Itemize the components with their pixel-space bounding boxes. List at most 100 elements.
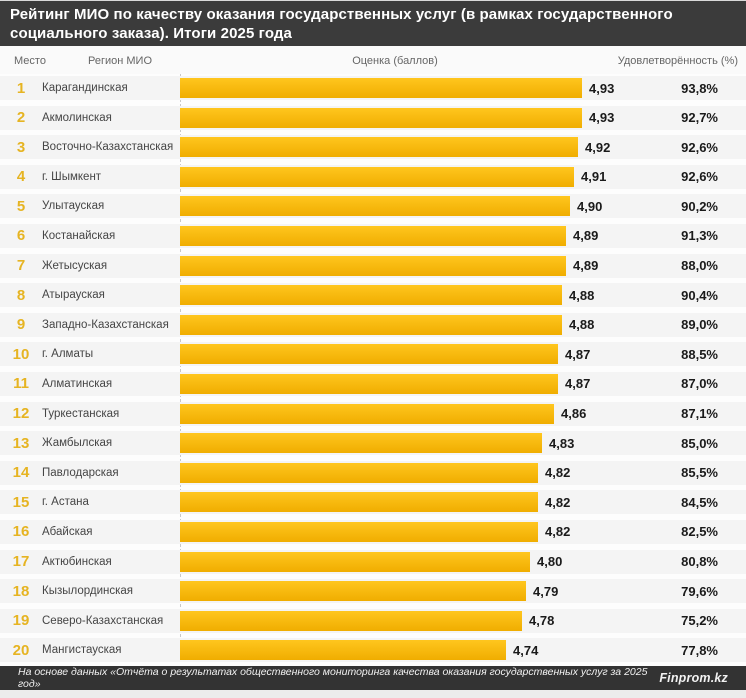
- score-value: 4,83: [549, 435, 575, 451]
- table-row: 16 Абайская 4,82 82,5%: [0, 519, 746, 544]
- column-headers: Место Регион МИО Оценка (баллов) Удовлет…: [0, 46, 746, 74]
- rank-number: 4: [16, 168, 26, 186]
- satisfaction-value: 92,7%: [681, 110, 718, 126]
- score-bar: [180, 610, 522, 631]
- score-value: 4,78: [529, 613, 555, 629]
- score-value: 4,86: [561, 406, 587, 422]
- score-bar-track: 4,89: [180, 254, 746, 278]
- score-value: 4,74: [513, 642, 539, 658]
- score-bar-track: 4,93: [180, 76, 746, 100]
- score-bar-track: 4,80: [180, 550, 746, 574]
- table-row: 18 Кызылординская 4,79 79,6%: [0, 579, 746, 604]
- rank-number: 15: [12, 493, 30, 511]
- rank-number: 19: [12, 612, 30, 630]
- satisfaction-value: 92,6%: [681, 139, 718, 155]
- footer-bar: На основе данных «Отчёта о результатах о…: [0, 666, 746, 690]
- score-value: 4,87: [565, 346, 591, 362]
- region-label: Западно-Казахстанская: [42, 318, 169, 331]
- region-label: Алматинская: [42, 377, 113, 390]
- rank-number: 13: [12, 434, 30, 452]
- satisfaction-value: 75,2%: [681, 613, 718, 629]
- source-note: На основе данных «Отчёта о результатах о…: [18, 666, 648, 690]
- score-bar-track: 4,83: [180, 431, 746, 455]
- score-bar-track: 4,79: [180, 579, 746, 603]
- score-value: 4,91: [581, 169, 607, 185]
- score-bar-track: 4,88: [180, 283, 746, 307]
- score-bar-track: 4,92: [180, 135, 746, 159]
- score-bar-track: 4,87: [180, 342, 746, 366]
- score-bar-track: 4,82: [180, 490, 746, 514]
- title-bar: Рейтинг МИО по качеству оказания государ…: [0, 0, 746, 46]
- score-bar: [180, 196, 570, 217]
- satisfaction-value: 87,1%: [681, 406, 718, 422]
- satisfaction-value: 92,6%: [681, 169, 718, 185]
- region-label: Карагандинская: [42, 82, 128, 94]
- satisfaction-value: 85,0%: [681, 435, 718, 451]
- satisfaction-value: 90,4%: [681, 287, 718, 303]
- table-row: 14 Павлодарская 4,82 85,5%: [0, 460, 746, 485]
- satisfaction-value: 91,3%: [681, 228, 718, 244]
- region-label: Актюбинская: [42, 555, 112, 568]
- score-bar-track: 4,87: [180, 372, 746, 396]
- satisfaction-value: 82,5%: [681, 524, 718, 540]
- col-header-satisfaction: Удовлетворённость (%): [617, 55, 738, 67]
- score-value: 4,82: [545, 524, 571, 540]
- score-bar: [180, 462, 538, 483]
- score-bar: [180, 285, 562, 306]
- rank-number: 5: [16, 197, 26, 215]
- score-value: 4,93: [589, 80, 615, 96]
- region-label: Кызылординская: [42, 585, 134, 598]
- rank-number: 12: [12, 405, 30, 423]
- rank-number: 10: [12, 345, 30, 363]
- rank-number: 9: [16, 316, 26, 334]
- score-value: 4,79: [533, 583, 559, 599]
- score-bar: [180, 107, 582, 128]
- score-value: 4,80: [537, 554, 563, 569]
- region-label: Павлодарская: [42, 466, 119, 479]
- region-label: Туркестанская: [42, 407, 120, 420]
- rank-number: 7: [16, 257, 26, 275]
- satisfaction-value: 88,0%: [681, 258, 718, 274]
- score-bar: [180, 551, 530, 572]
- score-bar: [180, 373, 558, 394]
- table-row: 17 Актюбинская 4,80 80,8%: [0, 549, 746, 574]
- score-bar-track: 4,93: [180, 106, 746, 130]
- rank-number: 20: [12, 641, 30, 659]
- col-header-rank: Место: [14, 55, 46, 67]
- score-bar-track: 4,82: [180, 520, 746, 544]
- score-bar-track: 4,82: [180, 461, 746, 485]
- rank-number: 3: [16, 138, 26, 156]
- col-header-region: Регион МИО: [88, 55, 153, 67]
- rank-number: 2: [16, 109, 26, 127]
- rank-number: 1: [16, 79, 26, 97]
- score-bar-track: 4,78: [180, 609, 746, 633]
- score-value: 4,92: [585, 139, 611, 155]
- region-label: Акмолинская: [42, 111, 112, 124]
- region-label: Атырауская: [42, 289, 105, 302]
- score-value: 4,87: [565, 376, 591, 392]
- score-bar: [180, 344, 558, 365]
- score-bar: [180, 314, 562, 335]
- satisfaction-value: 90,2%: [681, 198, 718, 214]
- score-value: 4,82: [545, 465, 571, 481]
- score-value: 4,90: [577, 198, 603, 214]
- table-row: 10 г. Алматы 4,87 88,5%: [0, 342, 746, 367]
- score-bar-track: 4,89: [180, 224, 746, 248]
- satisfaction-value: 80,8%: [681, 554, 718, 569]
- axis-baseline: [180, 74, 181, 662]
- score-bar-track: 4,74: [180, 638, 746, 662]
- score-bar: [180, 137, 578, 158]
- region-label: г. Шымкент: [42, 170, 102, 183]
- table-row: 5 Улытауская 4,90 90,2%: [0, 194, 746, 219]
- score-bar: [180, 403, 554, 424]
- rank-number: 14: [12, 464, 30, 482]
- table-row: 4 г. Шымкент 4,91 92,6%: [0, 164, 746, 189]
- score-value: 4,89: [573, 258, 599, 274]
- table-row: 1 Карагандинская 4,93 93,8%: [0, 76, 746, 100]
- rank-number: 6: [16, 227, 26, 245]
- table-row: 13 Жамбылская 4,83 85,0%: [0, 431, 746, 456]
- region-label: Северо-Казахстанская: [42, 614, 164, 627]
- satisfaction-value: 89,0%: [681, 317, 718, 333]
- score-bar: [180, 581, 526, 602]
